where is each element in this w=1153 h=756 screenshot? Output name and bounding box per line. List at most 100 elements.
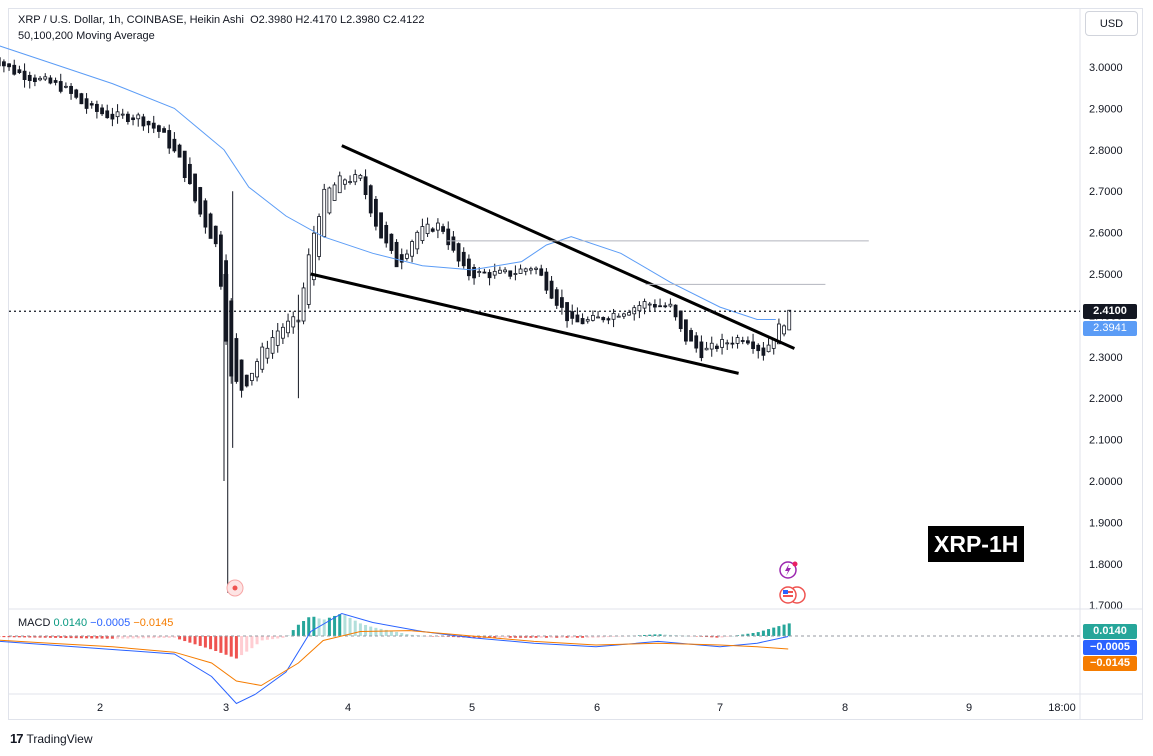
candle-body (699, 341, 704, 359)
candle-body (275, 330, 280, 346)
price-axis[interactable]: 3.00002.90002.80002.70002.60002.50002.40… (1089, 62, 1123, 612)
histogram-bar (751, 633, 755, 636)
candle-body (539, 268, 544, 276)
histogram-bar (131, 636, 135, 639)
histogram-bar (348, 617, 352, 636)
macd-hist-value: 0.0140 (53, 617, 88, 629)
candle-body (131, 117, 135, 121)
candle-body (678, 310, 683, 330)
histogram-bar (12, 636, 16, 638)
macd-line-value: −0.0005 (90, 617, 131, 629)
wedge-line (341, 144, 796, 350)
candle-body (187, 163, 192, 185)
candle-body (761, 347, 766, 356)
candle-body (751, 341, 755, 349)
histogram-bar (209, 636, 213, 650)
histogram-bar (457, 636, 461, 638)
wedge-trendlines (310, 144, 869, 375)
histogram-bar (730, 636, 734, 637)
time-axis[interactable]: 2 3 4 5 6 7 8 9 18:00 (97, 702, 1076, 714)
candle-body (492, 270, 497, 276)
histogram-bar (38, 636, 42, 638)
histogram-bar (694, 636, 698, 637)
candle-body (348, 181, 352, 183)
candle-body (570, 311, 575, 319)
histogram-bar (333, 615, 337, 636)
histogram-bar (581, 636, 585, 638)
currency-button[interactable]: USD (1085, 11, 1138, 36)
histogram-bar (152, 636, 156, 639)
candle-body (120, 113, 125, 116)
tradingview-branding[interactable]: 17 TradingView (10, 731, 93, 746)
histogram-bar (684, 635, 688, 637)
histogram-bar (679, 635, 683, 637)
candle-body (663, 305, 668, 308)
candle-body (301, 287, 306, 322)
candle-body (503, 269, 507, 273)
histogram-bar (451, 636, 455, 638)
candle-body (689, 330, 693, 342)
candle-body (746, 340, 750, 344)
candle-body (33, 77, 37, 83)
candle-body (27, 74, 32, 81)
histogram-bar (364, 624, 368, 636)
x-tick-label: 4 (345, 702, 351, 714)
candle-body (74, 89, 79, 98)
candle-body (193, 173, 197, 202)
histogram-bar (183, 636, 187, 642)
candle-body (64, 85, 68, 88)
histogram-bar (353, 620, 357, 636)
candle-body (234, 338, 239, 382)
brand-label: TradingView (26, 731, 93, 746)
histogram-bar (710, 636, 714, 638)
candle-body (653, 304, 657, 308)
low-marker-icon[interactable] (226, 579, 244, 597)
histogram-bar (116, 636, 120, 639)
histogram-bar (488, 636, 492, 638)
candle-body (115, 111, 120, 118)
histogram-bar (715, 636, 719, 638)
candle-body (529, 268, 533, 271)
histogram-bar (126, 636, 130, 639)
event-flash-icon[interactable] (779, 561, 798, 579)
candle-body (435, 222, 440, 231)
candle-body (549, 280, 554, 299)
candle-body (244, 374, 249, 387)
histogram-bar (503, 636, 507, 638)
x-tick-label: 8 (842, 702, 848, 714)
symbol-legend[interactable]: XRP / U.S. Dollar, 1h, COINBASE, Heikin … (18, 14, 424, 26)
candle-body (508, 270, 513, 277)
candle-body (601, 317, 606, 321)
candle-body (622, 313, 626, 317)
ma-price-tag: 2.3941 (1083, 321, 1137, 336)
macd-legend[interactable]: MACD 0.0140 −0.0005 −0.0145 (18, 617, 173, 629)
candle-body (12, 64, 17, 75)
us-flag-event-icon[interactable] (779, 586, 806, 604)
histogram-bar (167, 636, 171, 638)
candle-body (446, 228, 451, 246)
y-tick-label: 2.0000 (1089, 476, 1123, 488)
histogram-bar (312, 616, 316, 636)
ma-legend[interactable]: 50,100,200 Moving Average (18, 30, 155, 42)
x-tick-label: 5 (469, 702, 475, 714)
candle-body (255, 361, 259, 378)
candle-body (43, 76, 48, 80)
candle-body (22, 70, 27, 80)
candle-body (477, 271, 482, 274)
candle-body (482, 271, 487, 274)
y-tick-label: 1.8000 (1089, 559, 1123, 571)
histogram-bar (379, 628, 383, 636)
histogram-bar (519, 636, 523, 638)
candle-body (466, 258, 471, 277)
candle-body (534, 267, 538, 270)
candle-body (415, 231, 420, 250)
candle-body (404, 253, 409, 259)
candle-body (358, 174, 363, 179)
candle-body (208, 213, 213, 239)
histogram-bar (121, 636, 125, 639)
candle-body (332, 184, 337, 201)
histogram-bar (265, 636, 269, 640)
candle-body (38, 77, 42, 81)
histogram-bar (234, 636, 238, 659)
